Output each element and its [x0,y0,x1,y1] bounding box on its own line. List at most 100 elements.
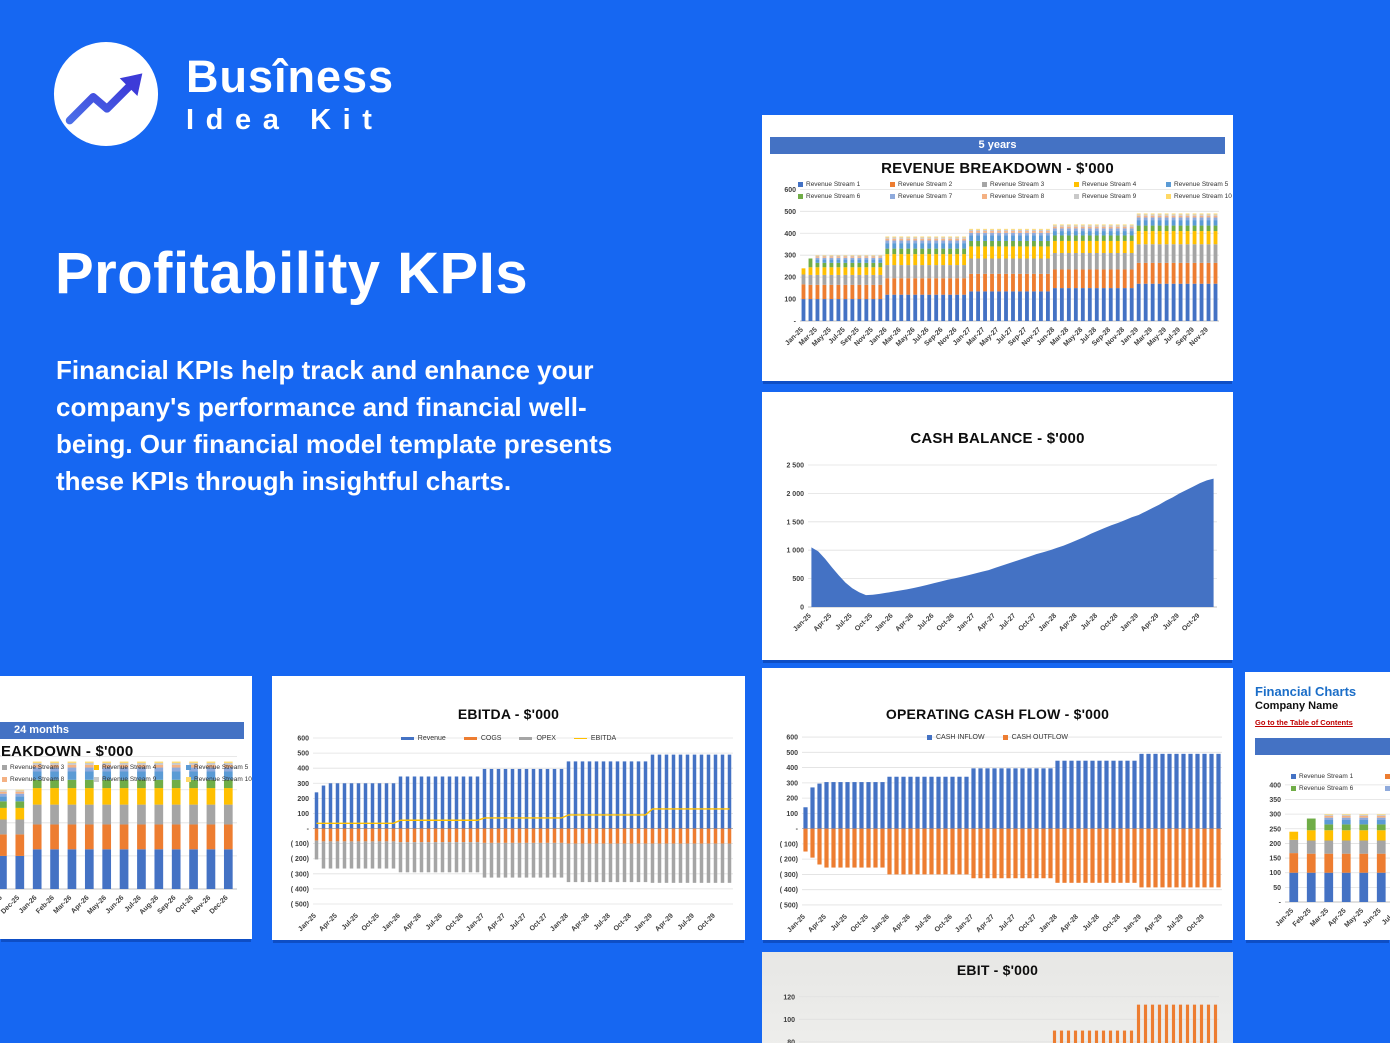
legend-item: Revenue Stream 8 [2,776,94,783]
brand-logo: Busîness Idea Kit [52,40,394,148]
svg-text:Jul-26: Jul-26 [913,913,932,932]
svg-text:350: 350 [1269,797,1281,804]
period-badge [1255,738,1390,755]
svg-text:Apr-29: Apr-29 [654,912,675,933]
svg-text:Sep-26: Sep-26 [156,894,177,915]
svg-text:Jul-28: Jul-28 [1081,913,1100,932]
svg-text:Apr-28: Apr-28 [1058,612,1079,633]
cash-balance-chart: 2 500 2 000 1 500 1 000 500 0 Jan-25 Apr-25 Jul-… [762,455,1233,655]
svg-text:Jan-25: Jan-25 [297,912,318,933]
svg-text:Dec-25: Dec-25 [0,894,21,915]
svg-text:Oct-28: Oct-28 [1099,612,1119,632]
legend-item: Revenue Stream 4 [1074,181,1166,188]
legend-swatch [890,182,895,187]
legend-item: COGS [463,735,501,742]
legend-swatch [982,194,987,199]
svg-text:300: 300 [1269,812,1281,819]
svg-text:Jul-29: Jul-29 [1162,612,1181,631]
svg-text:Mar-26: Mar-26 [52,894,73,915]
svg-text:200: 200 [1269,841,1281,848]
legend-item: Revenue Stream 2 [890,181,982,188]
svg-text:Jan-29: Jan-29 [1122,913,1143,934]
svg-text:-: - [794,319,797,326]
svg-text:100: 100 [784,297,796,304]
period-badge-24-months: 24 months [0,722,244,739]
legend-swatch [798,194,803,199]
svg-text:Apr-25: Apr-25 [813,612,834,633]
svg-text:Apr-26: Apr-26 [891,913,912,934]
legend-swatch [1385,786,1390,791]
svg-text:Oct-25: Oct-25 [854,612,874,632]
svg-text:Oct-25: Oct-25 [360,912,380,932]
svg-text:500: 500 [792,576,804,583]
svg-text:Oct-25: Oct-25 [849,913,869,933]
svg-text:Jul-28: Jul-28 [1080,612,1099,631]
legend-item: Revenue Stream 1 [1291,773,1385,780]
legend-item: Revenue Stream 4 [94,764,186,771]
legend-item: Revenue Stream 6 [798,193,890,200]
svg-text:600: 600 [297,736,309,743]
card-revenue-breakdown-5y: 5 years REVENUE BREAKDOWN - $'000 Revenu… [762,115,1233,381]
svg-text:Jun-26: Jun-26 [104,894,125,915]
legend-swatch [2,765,7,770]
svg-text:Jan-26: Jan-26 [381,912,402,933]
svg-text:400: 400 [786,765,798,772]
svg-text:( 300): ( 300) [779,872,797,879]
legend-swatch [463,737,477,740]
legend-swatch [1166,194,1171,199]
legend-item: Revenue [400,735,446,742]
legend-swatch [519,737,533,740]
chart-legend: CASH INFLOW CASH OUTFLOW [762,734,1233,741]
legend-item: Revenue Stream 9 [94,776,186,783]
trend-arrow-icon [53,41,159,147]
svg-text:Oct-28: Oct-28 [1101,913,1121,933]
svg-text:( 300): ( 300) [290,871,308,878]
svg-text:Apr-25: Apr-25 [318,912,339,933]
svg-text:120: 120 [783,994,795,1001]
svg-text:400: 400 [297,766,309,773]
card-ebitda: EBITDA - $'000 Revenue COGS OPEX EBITDA 600… [272,676,745,940]
legend-item: Revenue Stream 5 [186,764,252,771]
legend-swatch [573,737,587,740]
svg-text:Oct-29: Oct-29 [1185,913,1205,933]
financial-charts-chart: 400 350 300 250 200 150 100 50- Jan-25 Feb-25 Mar-… [1255,769,1390,940]
svg-text:Dec-26: Dec-26 [208,894,229,915]
legend-item: Revenue Stream 5 [1166,181,1233,188]
legend-swatch [1166,182,1171,187]
svg-text:Apr-29: Apr-29 [1143,913,1164,934]
legend-swatch [1074,182,1079,187]
sheet-title: Financial Charts [1255,684,1357,699]
svg-text:Apr-26: Apr-26 [402,912,423,933]
legend-item: Revenue Stream 8 [982,193,1074,200]
svg-text:Oct-29: Oct-29 [696,912,716,932]
operating-cash-flow-chart: 600 500 400 300 200 100 - ( 100) ( 200) ( 300) ( 4… [762,730,1233,940]
svg-text:Oct-29: Oct-29 [1181,612,1201,632]
svg-text:Apr-27: Apr-27 [976,612,997,633]
card-ebit: EBIT - $'000 120 100 80 [762,952,1233,1043]
svg-text:Jan-27: Jan-27 [465,912,486,933]
legend-swatch [94,765,99,770]
legend-swatch [1291,774,1296,779]
legend-item: Revenue Stream 1 [798,181,890,188]
legend-swatch [1074,194,1079,199]
svg-text:Jul-25: Jul-25 [829,913,848,932]
legend-item: Revenue Stream 10 [186,776,252,783]
svg-text:Jan-29: Jan-29 [1119,612,1140,633]
svg-text:Apr-28: Apr-28 [1059,913,1080,934]
legend-item: Revenue Stream 10 [1166,193,1233,200]
page-description: Financial KPIs help track and enhance yo… [56,355,613,496]
svg-text:Jul-27: Jul-27 [508,912,527,931]
svg-text:200: 200 [784,275,796,282]
svg-text:50: 50 [1273,885,1281,892]
ebitda-chart: 600 500 400 300 200 100 - ( 100) ( 200) ( 300) ( 4… [272,731,745,940]
svg-text:Oct-27: Oct-27 [1017,913,1037,933]
table-of-contents-link[interactable]: Go to the Table of Contents [1255,718,1353,727]
svg-text:300: 300 [786,780,798,787]
svg-text:100: 100 [783,1017,795,1024]
svg-text:Jul-25: Jul-25 [1381,907,1390,926]
card-financial-charts: Financial Charts Company Name Go to the … [1245,672,1390,940]
legend-swatch [1385,774,1390,779]
legend-swatch [2,777,7,782]
